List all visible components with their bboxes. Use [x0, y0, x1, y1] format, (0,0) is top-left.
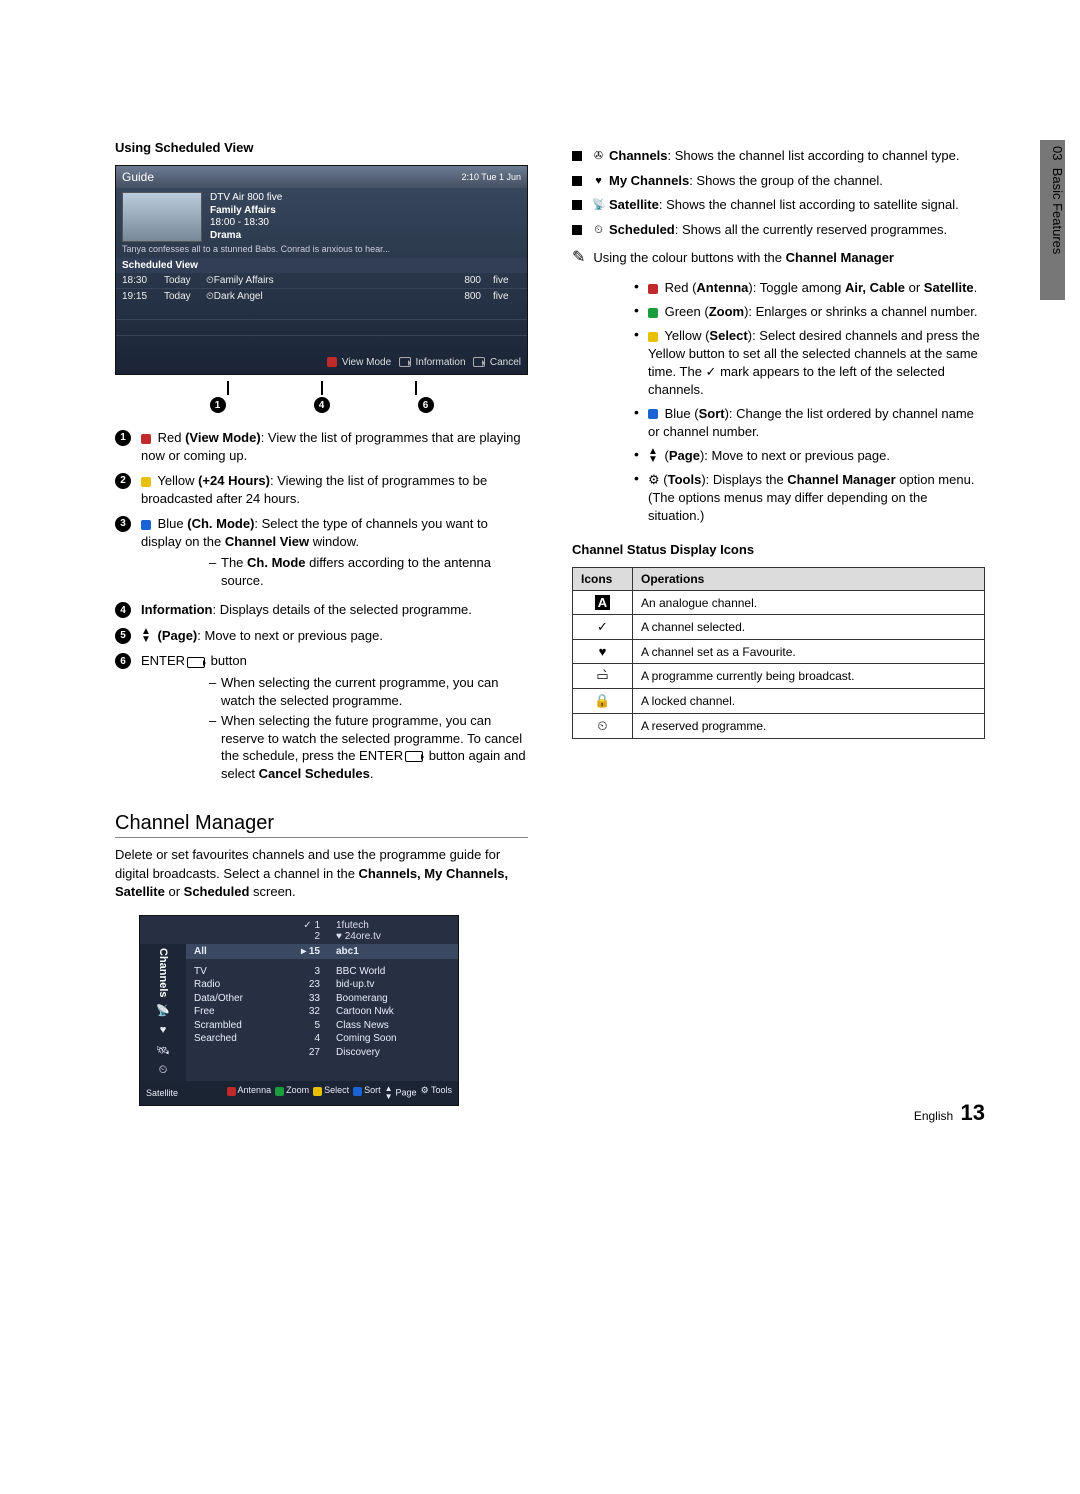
cm-name-col: BBC Worldbid-up.tvBoomerangCartoon NwkCl… — [336, 965, 450, 1060]
cancel-icon — [473, 357, 485, 367]
note-line: ✎ Using the colour buttons with the Chan… — [572, 250, 985, 266]
info-icon — [399, 357, 411, 367]
guide-title: Guide — [122, 170, 154, 184]
channel-manager-para: Delete or set favourites channels and us… — [115, 846, 528, 901]
guide-prog-title: Family Affairs — [210, 205, 282, 218]
section-tab: 03 Basic Features — [1040, 140, 1065, 300]
guide-footer: View Mode Information Cancel — [116, 351, 527, 374]
cm-sidebar: Channels 📡 ♥ 🛰 ⏲ — [140, 944, 186, 1082]
guide-prog-time: 18:00 - 18:30 — [210, 217, 282, 230]
cm-top-name1: 1futech — [336, 920, 369, 931]
note-icon: ✎ — [572, 250, 585, 266]
footer-cancel: Cancel — [490, 357, 521, 368]
cm-top-name2: ♥ 24ore.tv — [336, 931, 381, 942]
guide-sched-table: 18:30Today⏲Family Affairs800five19:15Tod… — [116, 273, 527, 351]
guide-channel: DTV Air 800 five — [210, 192, 282, 205]
status-icons-table: Icons Operations AAn analogue channel.✓A… — [572, 567, 985, 739]
clock-icon: ⏲ — [156, 1063, 170, 1077]
cm-all: All — [194, 946, 274, 957]
guide-clock: 2:10 Tue 1 Jun — [461, 172, 521, 182]
cm-hi-name: abc1 — [336, 946, 450, 957]
colour-button-list: Red (Antenna): Toggle among Air, Cable o… — [594, 279, 985, 524]
guide-panel: Guide 2:10 Tue 1 Jun DTV Air 800 five Fa… — [115, 165, 528, 375]
pointer-numbers: 1 4 6 — [115, 397, 528, 413]
cm-footer-left: Satellite — [146, 1088, 178, 1098]
heading-scheduled-view: Using Scheduled View — [115, 140, 528, 155]
cm-number-col: 32333325427 — [290, 965, 320, 1060]
th-icons: Icons — [573, 568, 633, 591]
page-footer: English 13 — [914, 1100, 985, 1126]
red-dot-icon — [327, 357, 337, 367]
ptr-1: 1 — [210, 397, 226, 413]
chapter-title: Basic Features — [1050, 168, 1065, 255]
antenna-icon: 📡 — [156, 1003, 170, 1017]
cm-category-col: TVRadioData/OtherFreeScrambledSearched — [194, 965, 274, 1060]
th-operations: Operations — [633, 568, 985, 591]
numbered-list: 1 Red (View Mode): View the list of prog… — [115, 429, 528, 786]
footer-viewmode: View Mode — [342, 357, 391, 368]
guide-thumbnail — [122, 192, 202, 242]
cm-hi-num: 15 — [309, 946, 320, 957]
sat-icon: 🛰 — [156, 1043, 170, 1057]
guide-genre: Drama — [210, 230, 282, 243]
guide-sched-title: Scheduled View — [116, 258, 527, 273]
cm-top-1: ✓ 1 — [303, 920, 320, 931]
ptr-4: 4 — [314, 397, 330, 413]
heading-status-icons: Channel Status Display Icons — [572, 542, 985, 557]
ptr-6: 6 — [418, 397, 434, 413]
heart-icon: ♥ — [156, 1023, 170, 1037]
cm-footer-btns: AntennaZoomSelectSort▲▼Page⚙ Tools — [227, 1085, 452, 1101]
guide-desc: Tanya confesses all to a stunned Babs. C… — [116, 244, 527, 258]
cm-top-2: 2 — [314, 931, 320, 942]
heading-channel-manager: Channel Manager — [115, 812, 528, 838]
chapter-number: 03 — [1050, 146, 1065, 160]
feature-bullet-list: ✇Channels: Shows the channel list accord… — [572, 147, 985, 238]
footer-info: Information — [415, 357, 465, 368]
channel-manager-panel: ✓ 12 1futech♥ 24ore.tv Channels 📡 ♥ 🛰 ⏲ … — [139, 915, 459, 1107]
cm-side-label: Channels — [157, 948, 169, 998]
pointer-lines — [115, 381, 528, 395]
